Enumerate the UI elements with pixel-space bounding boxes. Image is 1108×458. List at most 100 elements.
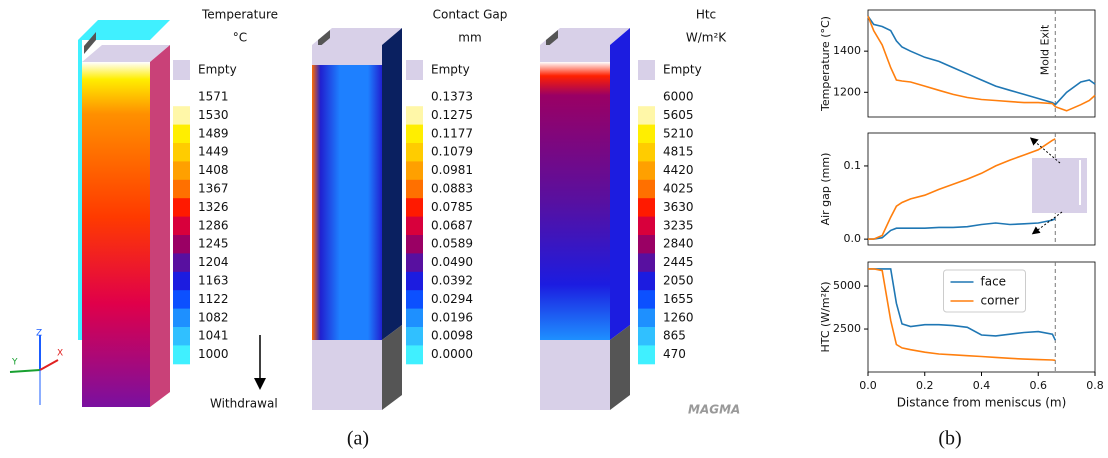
colorbar-swatch	[406, 272, 423, 291]
colorbar-label: 1082	[198, 310, 229, 324]
colorbar-swatch	[406, 161, 423, 180]
colorbar-label: 0.0294	[431, 292, 473, 306]
colorbar-label: 1326	[198, 200, 229, 214]
colorbar-swatch	[638, 125, 655, 144]
colorbar-swatch	[638, 235, 655, 254]
colorbar-unit: W/m²K	[686, 31, 727, 45]
colorbar-swatch	[406, 253, 423, 272]
colorbar-swatch	[406, 290, 423, 309]
legend-label: corner	[981, 294, 1020, 308]
colorbar-swatch	[406, 143, 423, 162]
axis-z: Z	[36, 329, 42, 339]
colorbar-label: 1367	[198, 182, 229, 196]
colorbar-label: Empty	[663, 63, 702, 77]
colorbar-swatch	[406, 327, 423, 346]
colorbar-label: 0.0000	[431, 347, 473, 361]
colorbar-swatch	[638, 309, 655, 328]
colorbar-swatch	[173, 217, 190, 236]
colorbar-swatch	[173, 143, 190, 162]
y-tick-label: 0.0	[844, 232, 862, 245]
colorbar-title: Contact Gap	[433, 8, 508, 22]
colorbar-swatch	[638, 253, 655, 272]
colorbar-label: 2445	[663, 255, 694, 269]
y-axis-label: HTC (W/m²K)	[819, 281, 832, 352]
colorbar-swatch	[173, 88, 190, 107]
colorbar-label: 1260	[663, 310, 694, 324]
y-tick-label: 0.1	[844, 159, 862, 172]
colorbar-label: 1530	[198, 108, 229, 122]
colorbar-label: 865	[663, 329, 686, 343]
x-axis-label: Distance from meniscus (m)	[897, 396, 1067, 410]
colorbar-swatch	[173, 198, 190, 217]
colorbar-label: 1000	[198, 347, 229, 361]
colorbar-label: 0.0785	[431, 200, 473, 214]
colorbar-label: 1204	[198, 255, 229, 269]
colorbar-swatch	[638, 272, 655, 291]
colorbar-label: 0.0883	[431, 182, 473, 196]
colorbar-label: 0.1373	[431, 90, 473, 104]
colorbar-label: 4420	[663, 163, 694, 177]
colorbar-swatch	[638, 143, 655, 162]
inset	[1032, 158, 1087, 213]
colorbar-label: 4815	[663, 145, 694, 159]
colorbar-swatch	[173, 272, 190, 291]
colorbar-label: 0.0687	[431, 218, 473, 232]
colorbar-swatch	[173, 125, 190, 144]
colorbar-label: 1245	[198, 237, 229, 251]
colorbar-label: 5605	[663, 108, 694, 122]
legend-label: face	[981, 275, 1007, 289]
colorbar-swatch	[638, 345, 655, 364]
series-line	[868, 16, 1095, 105]
colorbar-label: 470	[663, 347, 686, 361]
figure: Withdrawal MAGMA Z Y X (a) (b) Temperatu…	[0, 0, 1108, 458]
colorbar-swatch	[406, 88, 423, 107]
withdrawal-label: Withdrawal	[210, 397, 278, 411]
colorbar-swatch	[173, 106, 190, 125]
annotation: Mold Exit	[1038, 24, 1051, 75]
colorbar-label: 0.0392	[431, 274, 473, 288]
colorbar-swatch	[173, 253, 190, 272]
colorbar-swatch	[406, 235, 423, 254]
colorbar-label: 1655	[663, 292, 694, 306]
colorbar-swatch	[638, 88, 655, 107]
y-tick-label: 2500	[833, 322, 861, 335]
x-tick-label: 0.2	[916, 379, 934, 392]
colorbar-swatch	[638, 180, 655, 199]
colorbar-label: 0.1079	[431, 145, 473, 159]
colorbar-label: 1286	[198, 218, 229, 232]
colorbar-label: 0.0098	[431, 329, 473, 343]
colorbar-label: 2050	[663, 274, 694, 288]
colorbar-swatch	[406, 125, 423, 144]
colorbar-label: 1041	[198, 329, 229, 343]
colorbar-label: 2840	[663, 237, 694, 251]
colorbar-swatch	[406, 180, 423, 199]
colorbar-label: 1408	[198, 163, 229, 177]
colorbar-label: 0.0196	[431, 310, 473, 324]
y-axis-label: Air gap (mm)	[819, 153, 832, 226]
axis-x: X	[57, 349, 63, 359]
colorbar-label: 0.0589	[431, 237, 473, 251]
colorbar-swatch	[406, 345, 423, 364]
colorbar-swatch	[173, 309, 190, 328]
colorbar-swatch	[638, 198, 655, 217]
colorbar-label: 1163	[198, 274, 229, 288]
colorbar-unit: mm	[458, 31, 481, 45]
colorbar-swatch	[173, 161, 190, 180]
colorbar-label: 3235	[663, 218, 694, 232]
colorbar-label: 1449	[198, 145, 229, 159]
caption: (a)	[347, 428, 369, 450]
colorbar-swatch	[173, 345, 190, 364]
colorbar-title: Htc	[696, 8, 716, 22]
colorbar-swatch	[638, 217, 655, 236]
y-axis-label: Temperature (°C)	[819, 16, 832, 112]
colorbar-swatch	[173, 180, 190, 199]
colorbar-swatch	[638, 161, 655, 180]
colorbar-label: 5210	[663, 126, 694, 140]
series-line	[868, 219, 1055, 240]
series-line	[868, 16, 1095, 111]
colorbar-label: Empty	[198, 63, 237, 77]
colorbar-swatch	[406, 217, 423, 236]
colorbar-empty	[638, 60, 655, 80]
colorbar-label: 6000	[663, 90, 694, 104]
colorbar-swatch	[638, 327, 655, 346]
